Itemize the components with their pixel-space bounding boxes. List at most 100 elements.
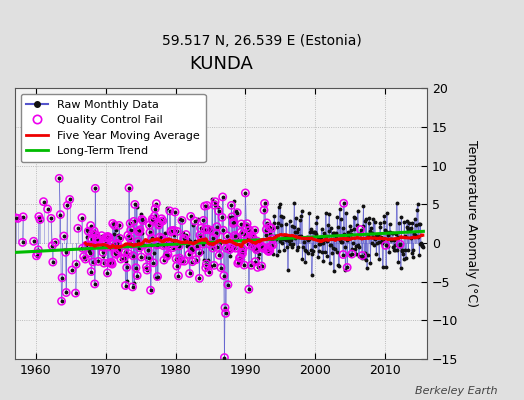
Point: [218, 214, 226, 220]
Point: [209, 245, 217, 251]
Point: [125, 235, 134, 241]
Point: [63, 202, 72, 208]
Point: [124, 232, 132, 238]
Point: [203, 226, 212, 232]
Point: [111, 250, 119, 256]
Point: [252, 244, 260, 251]
Point: [259, 244, 267, 250]
Point: [267, 225, 276, 232]
Point: [57, 298, 66, 304]
Point: [195, 275, 204, 282]
Point: [43, 206, 52, 212]
Point: [103, 270, 112, 276]
Point: [177, 258, 185, 264]
Point: [99, 249, 107, 256]
Point: [143, 264, 151, 270]
Point: [162, 253, 171, 259]
Point: [145, 255, 153, 261]
Point: [167, 229, 175, 235]
Point: [262, 226, 270, 233]
Point: [176, 255, 184, 261]
Point: [191, 218, 199, 224]
Point: [199, 217, 208, 224]
Point: [90, 242, 98, 248]
Point: [187, 213, 195, 220]
Point: [135, 244, 144, 251]
Point: [234, 260, 242, 266]
Point: [243, 220, 252, 227]
Point: [268, 236, 276, 242]
Point: [265, 248, 273, 255]
Point: [134, 238, 142, 245]
Point: [231, 245, 239, 251]
Point: [98, 244, 106, 250]
Point: [241, 190, 249, 196]
Point: [51, 239, 59, 246]
Point: [237, 221, 245, 227]
Point: [14, 215, 22, 222]
Point: [34, 247, 42, 253]
Point: [102, 240, 111, 246]
Point: [48, 242, 57, 249]
Point: [155, 222, 163, 228]
Point: [47, 215, 55, 222]
Point: [144, 247, 152, 254]
Point: [180, 235, 188, 242]
Point: [145, 222, 154, 228]
Point: [149, 218, 157, 224]
Point: [257, 242, 265, 249]
Point: [84, 228, 93, 234]
Point: [246, 236, 254, 242]
Point: [238, 250, 247, 257]
Point: [339, 251, 347, 258]
Point: [235, 255, 244, 261]
Point: [221, 304, 229, 311]
Point: [72, 261, 80, 268]
Point: [139, 218, 147, 224]
Point: [224, 282, 232, 288]
Point: [90, 228, 99, 234]
Point: [235, 259, 243, 265]
Point: [87, 268, 95, 275]
Point: [201, 203, 209, 209]
Point: [34, 250, 42, 256]
Point: [180, 258, 189, 264]
Point: [88, 230, 96, 237]
Point: [152, 200, 160, 207]
Point: [137, 254, 146, 260]
Point: [220, 354, 228, 361]
Point: [124, 250, 133, 257]
Point: [130, 201, 139, 208]
Point: [60, 233, 68, 239]
Point: [165, 243, 173, 250]
Point: [253, 238, 261, 244]
Point: [167, 227, 176, 234]
Point: [154, 241, 162, 248]
Point: [178, 217, 186, 224]
Point: [86, 222, 95, 229]
Point: [259, 245, 268, 252]
Point: [228, 214, 236, 220]
Point: [120, 254, 128, 261]
Point: [103, 234, 111, 240]
Point: [227, 242, 235, 249]
Point: [206, 241, 214, 248]
Point: [104, 233, 112, 240]
Point: [188, 258, 196, 265]
Point: [171, 209, 179, 215]
Point: [206, 227, 215, 234]
Point: [236, 229, 245, 236]
Point: [134, 228, 143, 234]
Point: [100, 260, 108, 266]
Point: [150, 213, 159, 219]
Point: [19, 214, 27, 220]
Point: [114, 247, 123, 253]
Point: [62, 289, 70, 296]
Point: [214, 208, 223, 214]
Point: [153, 242, 161, 248]
Point: [157, 216, 166, 222]
Point: [109, 241, 117, 247]
Point: [239, 231, 248, 238]
Point: [58, 274, 67, 281]
Point: [381, 242, 390, 248]
